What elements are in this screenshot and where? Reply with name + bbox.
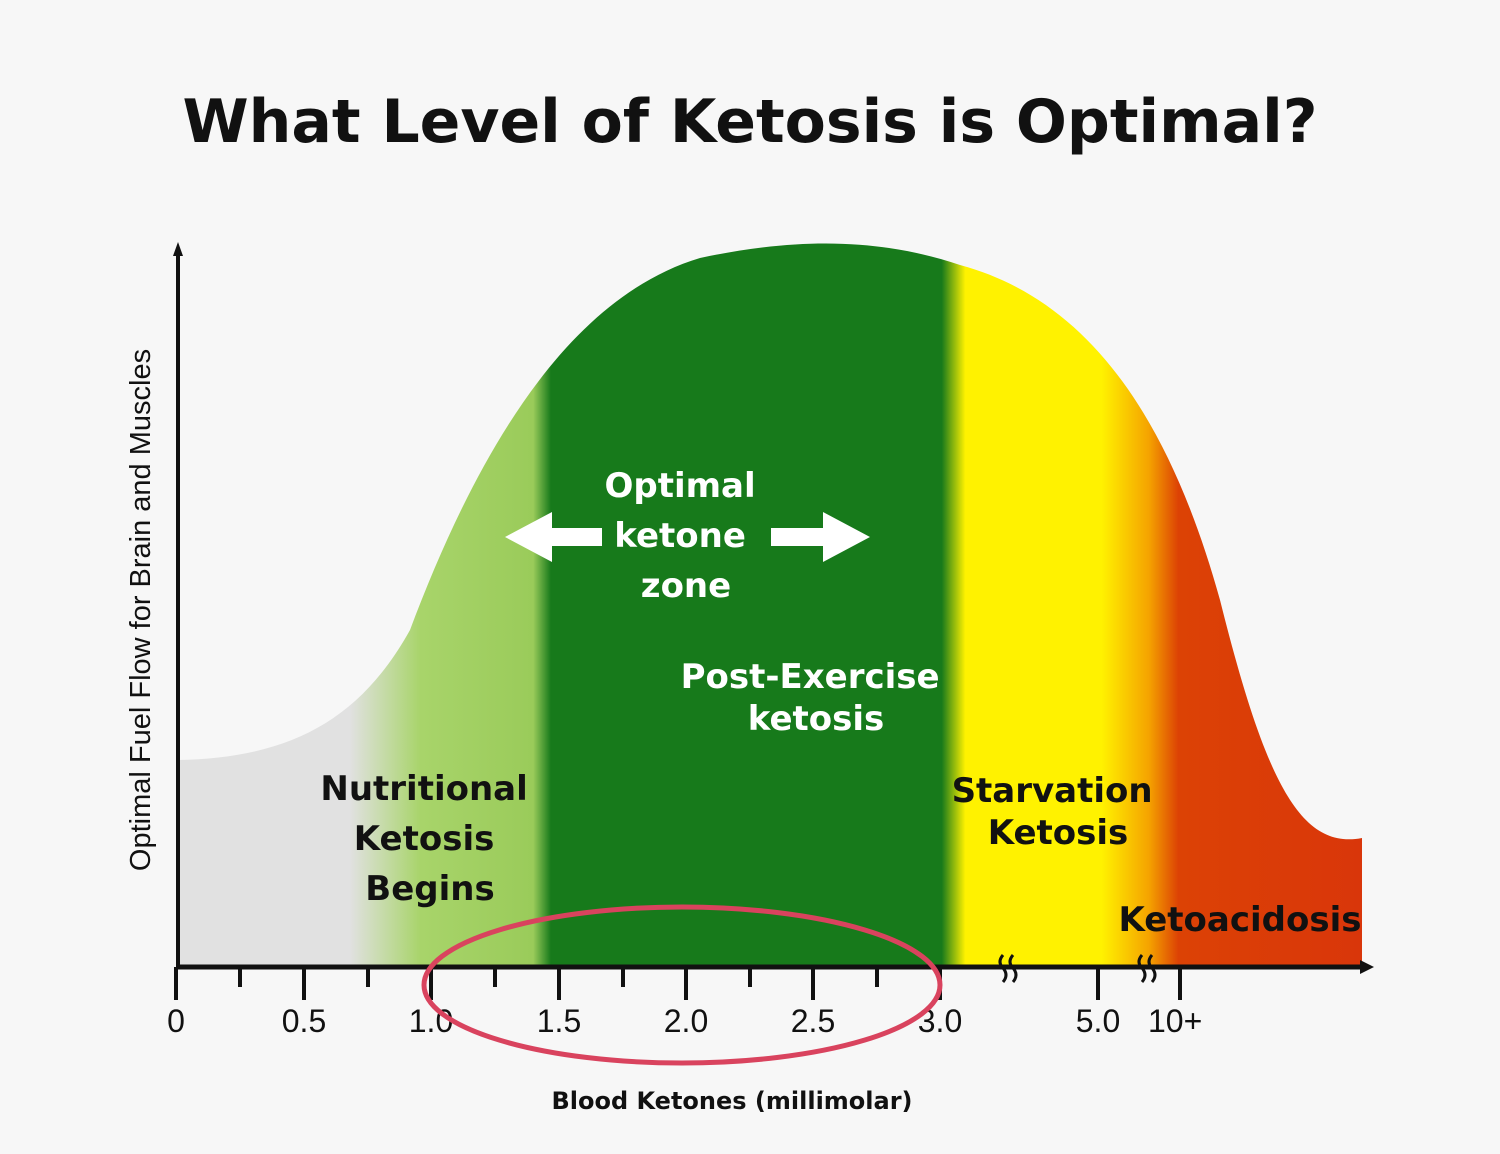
starvation-ketosis-label: Starvation Ketosis [952,771,1165,853]
x-tick-label: 5.0 [1076,1003,1120,1039]
axis-break-icon [998,954,1018,983]
left-arrow-icon [505,512,602,562]
x-tick-label: 10+ [1148,1003,1202,1039]
x-axis-tick-labels: 0 0.5 1.0 1.5 2.0 2.5 3.0 5.0 10+ [167,1003,1202,1039]
y-axis-label: Optimal Fuel Flow for Brain and Muscles [125,349,157,871]
axis-break-icon [1137,954,1157,983]
x-tick-label: 2.5 [791,1003,835,1039]
fuel-flow-curve-area [178,243,1362,968]
x-axis-label: Blood Ketones (millimolar) [551,1087,912,1115]
post-exercise-label: Post-Exercise ketosis [681,657,952,739]
x-tick-label: 0.5 [282,1003,326,1039]
x-tick-label: 1.0 [409,1003,453,1039]
optimal-range-highlight-ellipse [421,904,943,1066]
x-tick-label: 3.0 [918,1003,962,1039]
nutritional-ketosis-label: Nutritional Ketosis Begins [320,769,539,909]
optimal-zone-arrows [505,512,870,562]
right-arrow-icon [771,512,870,562]
chart-title: What Level of Ketosis is Optimal? [182,87,1317,157]
x-axis-ticks [174,967,1182,1000]
ketoacidosis-label: Ketoacidosis [1119,900,1362,940]
x-tick-label: 0 [167,1003,185,1039]
y-axis [173,242,183,967]
optimal-zone-label: Optimal ketone zone [604,466,767,606]
x-tick-label: 1.5 [537,1003,581,1039]
x-axis [176,960,1374,974]
x-tick-label: 2.0 [664,1003,708,1039]
